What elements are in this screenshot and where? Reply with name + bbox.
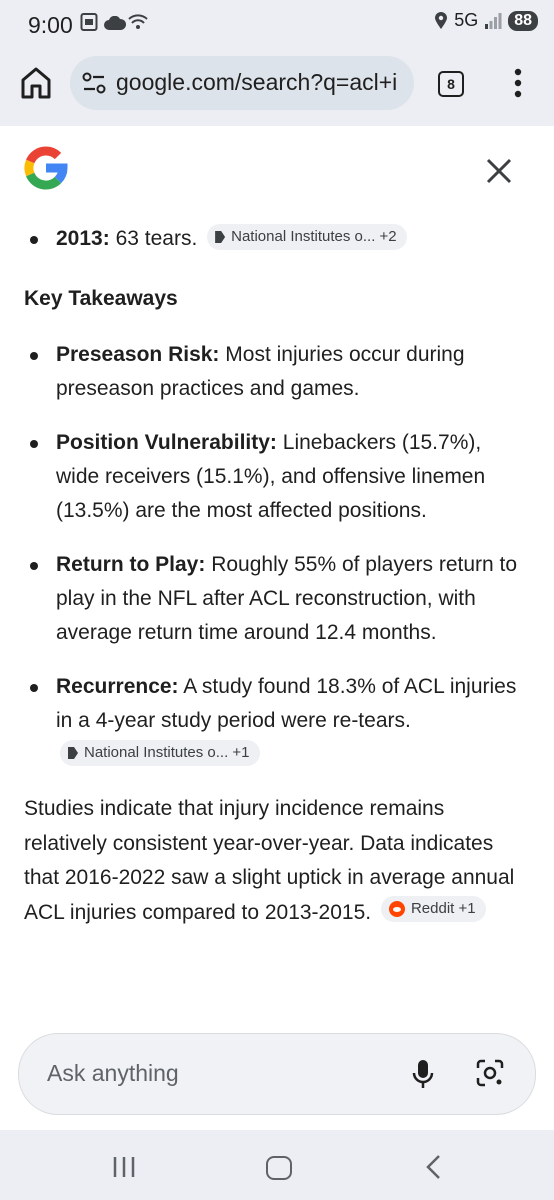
summary-paragraph: Studies indicate that injury incidence r… — [24, 792, 530, 930]
back-icon[interactable] — [424, 1154, 442, 1180]
source-chip[interactable]: National Institutes o... +2 — [207, 224, 407, 250]
google-logo — [24, 146, 68, 190]
cloud-icon — [104, 16, 126, 30]
list-item: Recurrence: A study found 18.3% of ACL i… — [24, 670, 530, 772]
ask-bar[interactable]: Ask anything — [18, 1033, 536, 1115]
item-text: Roughly 55% of players return to play in… — [56, 553, 518, 644]
item-text: A study found 18.3% of ACL injuries in a… — [56, 675, 517, 732]
list-item: Return to Play: Roughly 55% of players r… — [24, 548, 530, 650]
url-text[interactable]: google.com/search?q=acl+i — [116, 69, 398, 95]
item-text: 63 tears. — [115, 227, 198, 250]
system-nav-bar — [0, 1130, 554, 1200]
reddit-chip[interactable]: Reddit +1 — [380, 895, 486, 922]
wifi-icon — [128, 14, 148, 29]
nav-home-icon[interactable] — [266, 1156, 292, 1180]
list-item: Position Vulnerability: Linebackers (15.… — [24, 426, 530, 528]
battery-badge: 88 — [508, 10, 538, 31]
section-heading: Key Takeaways — [24, 287, 178, 310]
source-chip-label: National Institutes o... +1 — [84, 744, 250, 761]
status-right: 5G 88 — [434, 10, 538, 31]
status-bar: 9:00 5G 88 — [0, 0, 554, 52]
source-chip[interactable]: National Institutes o... +1 — [60, 740, 260, 766]
source-chip-label: National Institutes o... +2 — [231, 228, 397, 245]
item-label: Preseason Risk: — [56, 343, 220, 366]
list-item: Preseason Risk: Most injuries occur duri… — [24, 338, 530, 406]
home-icon[interactable] — [20, 66, 52, 100]
ai-overview-content: 2013: 63 tears. National Institutes o...… — [24, 222, 530, 930]
screenshot-icon — [80, 13, 98, 31]
item-text: Linebackers (15.7%), wide receivers (15.… — [56, 431, 486, 522]
mic-icon[interactable] — [411, 1058, 435, 1090]
url-bar[interactable]: google.com/search?q=acl+i — [70, 56, 414, 110]
network-label: 5G — [454, 10, 479, 30]
recents-icon[interactable] — [112, 1155, 136, 1179]
tabs-icon[interactable]: 8 — [438, 71, 464, 97]
reddit-icon — [388, 900, 405, 917]
item-label: Return to Play: — [56, 553, 206, 576]
close-icon[interactable] — [482, 154, 516, 188]
item-label: Recurrence: — [56, 675, 179, 698]
browser-top-chrome: 9:00 5G 88 — [0, 0, 554, 126]
summary-text: Studies indicate that injury incidence r… — [24, 797, 515, 924]
more-vert-icon[interactable] — [510, 68, 526, 98]
reddit-chip-label: Reddit +1 — [410, 899, 476, 917]
signal-icon — [485, 12, 502, 29]
source-arrow-icon — [68, 747, 78, 759]
ask-input[interactable]: Ask anything — [47, 1060, 179, 1086]
lens-icon[interactable] — [475, 1058, 505, 1088]
location-icon — [435, 11, 448, 29]
site-settings-icon[interactable] — [82, 72, 106, 94]
list-item: 2013: 63 tears. National Institutes o...… — [24, 222, 530, 256]
item-label: Position Vulnerability: — [56, 431, 277, 454]
item-text: Most injuries occur during preseason pra… — [56, 343, 465, 400]
status-time: 9:00 — [28, 12, 73, 38]
source-arrow-icon — [215, 231, 226, 243]
item-label: 2013: — [56, 227, 110, 250]
